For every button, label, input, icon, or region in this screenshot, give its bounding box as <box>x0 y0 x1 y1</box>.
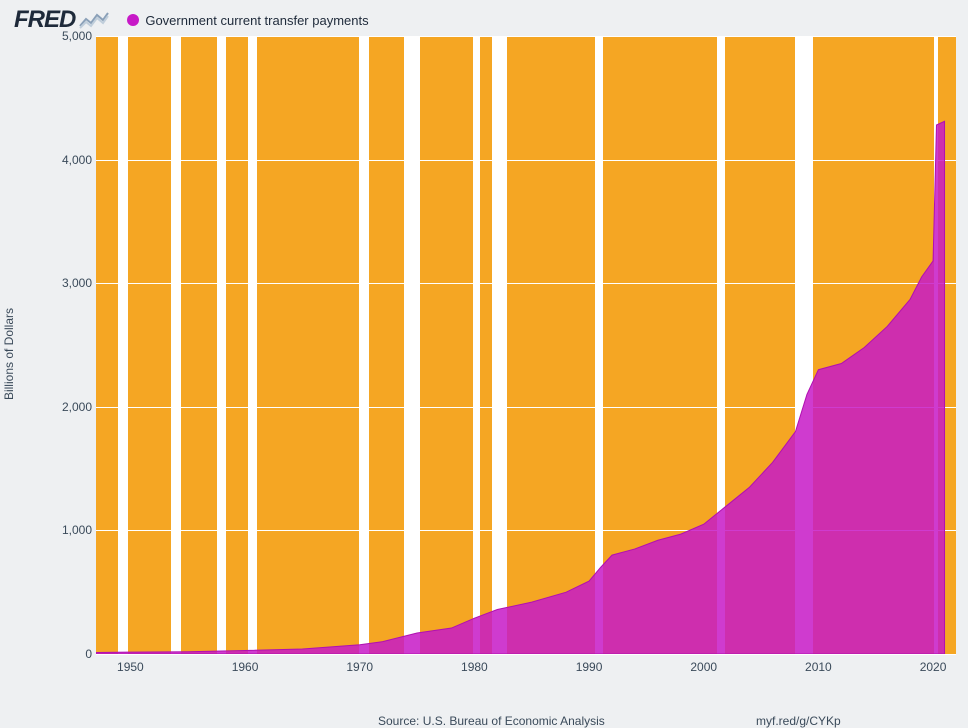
y-tick-label: 2,000 <box>32 400 92 414</box>
x-tick-label: 2000 <box>690 660 717 674</box>
x-tick-label: 1950 <box>117 660 144 674</box>
y-tick-label: 0 <box>32 647 92 661</box>
series-area <box>96 36 956 654</box>
y-tick-label: 1,000 <box>32 523 92 537</box>
y-tick-label: 3,000 <box>32 276 92 290</box>
x-tick-label: 2010 <box>805 660 832 674</box>
y-axis-label: Billions of Dollars <box>2 308 16 400</box>
x-tick-label: 2020 <box>920 660 947 674</box>
x-tick-label: 1990 <box>576 660 603 674</box>
gridline <box>96 654 956 655</box>
x-tick-label: 1970 <box>346 660 373 674</box>
x-tick-label: 1980 <box>461 660 488 674</box>
x-tick-label: 1960 <box>232 660 259 674</box>
y-tick-label: 5,000 <box>32 29 92 43</box>
source-text: Source: U.S. Bureau of Economic Analysis <box>378 714 605 728</box>
y-tick-label: 4,000 <box>32 153 92 167</box>
chart-container: Billions of Dollars 0 1,000 2,000 3,000 4,00… <box>0 24 968 684</box>
shortlink-text: myf.red/g/CYKp <box>756 714 841 728</box>
plot-area <box>96 36 956 654</box>
